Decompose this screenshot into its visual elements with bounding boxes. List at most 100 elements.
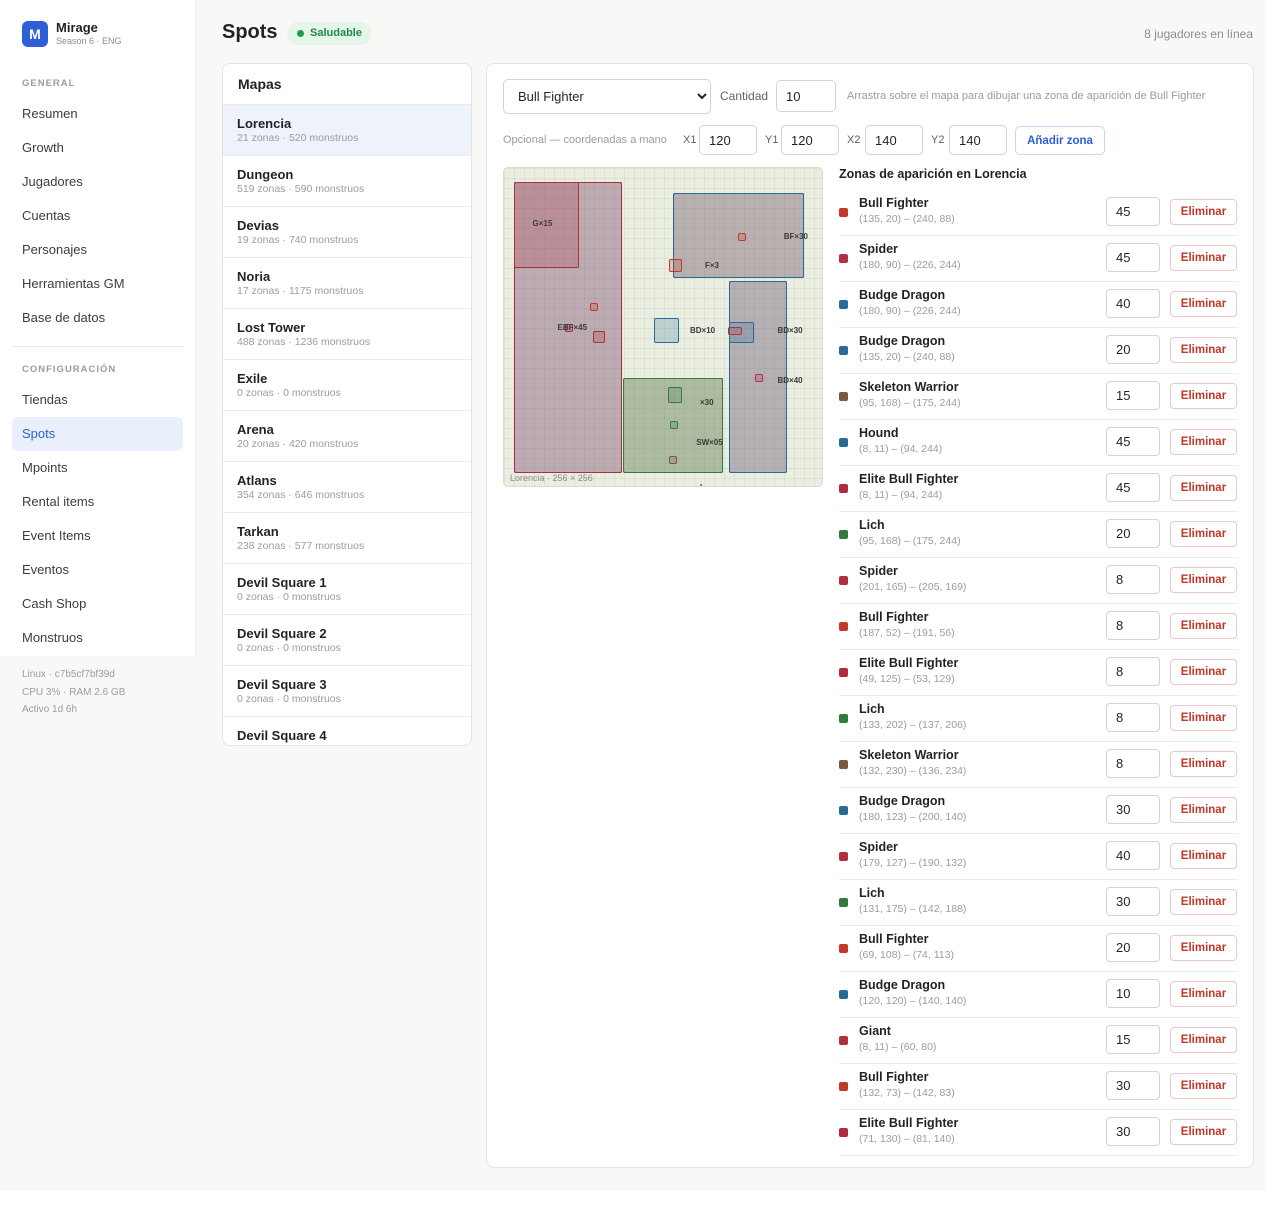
sidebar-item-base-de-datos[interactable]: Base de datos — [22, 310, 106, 325]
sidebar-item-personajes[interactable]: Personajes — [22, 242, 88, 257]
zone-quantity-input[interactable] — [1106, 473, 1160, 502]
sidebar-item-growth[interactable]: Growth — [22, 140, 64, 155]
map-zone-elite-bull-fighter[interactable] — [565, 324, 574, 333]
delete-zone-button[interactable]: Eliminar — [1170, 521, 1237, 547]
zone-quantity-input[interactable] — [1106, 565, 1160, 594]
zone-quantity-input[interactable] — [1106, 841, 1160, 870]
zone-quantity-input[interactable] — [1106, 887, 1160, 916]
sidebar-item-monstruos[interactable]: Monstruos — [22, 630, 83, 645]
map-zone-spider[interactable] — [755, 374, 764, 383]
map-zone-elite-bull-fighter[interactable] — [592, 330, 606, 343]
delete-zone-button[interactable]: Eliminar — [1170, 291, 1237, 317]
sidebar-item-herramientas-gm[interactable]: Herramientas GM — [22, 276, 125, 291]
delete-zone-button[interactable]: Eliminar — [1170, 383, 1237, 409]
sidebar-item-cuentas[interactable]: Cuentas — [22, 208, 71, 223]
map-zone-giant[interactable] — [514, 181, 579, 268]
map-item-arena[interactable]: Arena 20 zonas · 420 monstruos — [223, 411, 471, 462]
sidebar-item-eventos[interactable]: Eventos — [22, 562, 69, 577]
sidebar-item-event-items[interactable]: Event Items — [22, 528, 91, 543]
delete-zone-button[interactable]: Eliminar — [1170, 1027, 1237, 1053]
sidebar-item-tiendas[interactable]: Tiendas — [22, 392, 68, 407]
zone-quantity-input[interactable] — [1106, 703, 1160, 732]
zone-quantity-input[interactable] — [1106, 933, 1160, 962]
add-zone-button[interactable]: Añadir zona — [1015, 126, 1105, 155]
zone-quantity-input[interactable] — [1106, 1117, 1160, 1146]
map-zone-budge-dragon[interactable] — [654, 318, 679, 343]
delete-zone-button[interactable]: Eliminar — [1170, 429, 1237, 455]
map-zone-spider[interactable] — [727, 326, 742, 335]
map-item-noria[interactable]: Noria 17 zonas · 1175 monstruos — [223, 258, 471, 309]
delete-zone-button[interactable]: Eliminar — [1170, 475, 1237, 501]
map-item-devias[interactable]: Devias 19 zonas · 740 monstruos — [223, 207, 471, 258]
map-meta: 519 zonas · 590 monstruos — [237, 183, 365, 195]
map-item-lost-tower[interactable]: Lost Tower 488 zonas · 1236 monstruos — [223, 309, 471, 360]
map-zone-lich[interactable] — [670, 420, 679, 429]
map-item-tarkan[interactable]: Tarkan 238 zonas · 577 monstruos — [223, 513, 471, 564]
delete-zone-button[interactable]: Eliminar — [1170, 935, 1237, 961]
map-item-lorencia[interactable]: Lorencia 21 zonas · 520 monstruos — [223, 105, 471, 156]
map-item-dungeon[interactable]: Dungeon 519 zonas · 590 monstruos — [223, 156, 471, 207]
zone-quantity-input[interactable] — [1106, 519, 1160, 548]
delete-zone-button[interactable]: Eliminar — [1170, 705, 1237, 731]
zone-quantity-input[interactable] — [1106, 335, 1160, 364]
zone-coords: (71, 130) – (81, 140) — [859, 1133, 955, 1145]
delete-zone-button[interactable]: Eliminar — [1170, 567, 1237, 593]
zone-quantity-input[interactable] — [1106, 657, 1160, 686]
zone-quantity-input[interactable] — [1106, 979, 1160, 1008]
map-zone-bull-fighter[interactable] — [737, 233, 746, 241]
zone-quantity-input[interactable] — [1106, 381, 1160, 410]
delete-zone-button[interactable]: Eliminar — [1170, 889, 1237, 915]
sidebar-item-spots[interactable]: Spots — [12, 417, 183, 451]
zone-quantity-input[interactable] — [1106, 197, 1160, 226]
delete-zone-button[interactable]: Eliminar — [1170, 199, 1237, 225]
map-item-exile[interactable]: Exile 0 zonas · 0 monstruos — [223, 360, 471, 411]
zone-coords: (8, 11) – (94, 244) — [859, 443, 943, 455]
delete-zone-button[interactable]: Eliminar — [1170, 981, 1237, 1007]
zone-quantity-input[interactable] — [1106, 611, 1160, 640]
x1-input[interactable] — [699, 125, 757, 155]
x2-input[interactable] — [865, 125, 923, 155]
sidebar-item-mpoints[interactable]: Mpoints — [22, 460, 68, 475]
map-zone-budge-dragon[interactable] — [729, 280, 787, 473]
map-canvas[interactable]: Lorencia · 256 × 256 G×15 BF×30 F×3 EBF×45 B… — [503, 167, 823, 487]
map-item-devil-square-4[interactable]: Devil Square 4 — [223, 717, 471, 745]
delete-zone-button[interactable]: Eliminar — [1170, 245, 1237, 271]
map-zone-skeleton-warrior[interactable] — [669, 455, 677, 464]
sidebar-item-resumen[interactable]: Resumen — [22, 106, 78, 121]
sidebar-item-rental-items[interactable]: Rental items — [22, 494, 95, 509]
zone-quantity-input[interactable] — [1106, 289, 1160, 318]
draw-hint: Arrastra sobre el mapa para dibujar una … — [847, 90, 1206, 102]
zone-quantity-input[interactable] — [1106, 243, 1160, 272]
y1-input[interactable] — [781, 125, 839, 155]
zone-quantity-input[interactable] — [1106, 749, 1160, 778]
map-zone-bull-fighter[interactable] — [590, 303, 599, 311]
delete-zone-button[interactable]: Eliminar — [1170, 613, 1237, 639]
zone-quantity-input[interactable] — [1106, 795, 1160, 824]
map-zone-bull-fighter[interactable] — [669, 259, 682, 272]
map-zone-elite-bull-fighter[interactable] — [514, 181, 622, 473]
map-zone-lich[interactable] — [622, 378, 723, 473]
zone-quantity-input[interactable] — [1106, 1071, 1160, 1100]
delete-zone-button[interactable]: Eliminar — [1170, 843, 1237, 869]
delete-zone-button[interactable]: Eliminar — [1170, 751, 1237, 777]
sidebar-item-cash-shop[interactable]: Cash Shop — [22, 596, 87, 611]
map-zone-hound[interactable] — [514, 181, 622, 473]
sidebar-item-jugadores[interactable]: Jugadores — [22, 174, 83, 189]
delete-zone-button[interactable]: Eliminar — [1170, 1119, 1237, 1145]
quantity-input[interactable] — [776, 80, 836, 112]
y2-input[interactable] — [949, 125, 1007, 155]
delete-zone-button[interactable]: Eliminar — [1170, 797, 1237, 823]
zone-quantity-input[interactable] — [1106, 427, 1160, 456]
map-zone-lich[interactable] — [667, 386, 682, 403]
monster-color-icon — [839, 438, 848, 447]
monster-select[interactable]: Bull FighterSpiderBudge DragonSkeleton W… — [503, 79, 711, 114]
delete-zone-button[interactable]: Eliminar — [1170, 659, 1237, 685]
map-item-atlans[interactable]: Atlans 354 zonas · 646 monstruos — [223, 462, 471, 513]
delete-zone-button[interactable]: Eliminar — [1170, 337, 1237, 363]
delete-zone-button[interactable]: Eliminar — [1170, 1073, 1237, 1099]
maps-list[interactable]: Lorencia 21 zonas · 520 monstruos Dungeon 5… — [223, 105, 471, 745]
zone-quantity-input[interactable] — [1106, 1025, 1160, 1054]
